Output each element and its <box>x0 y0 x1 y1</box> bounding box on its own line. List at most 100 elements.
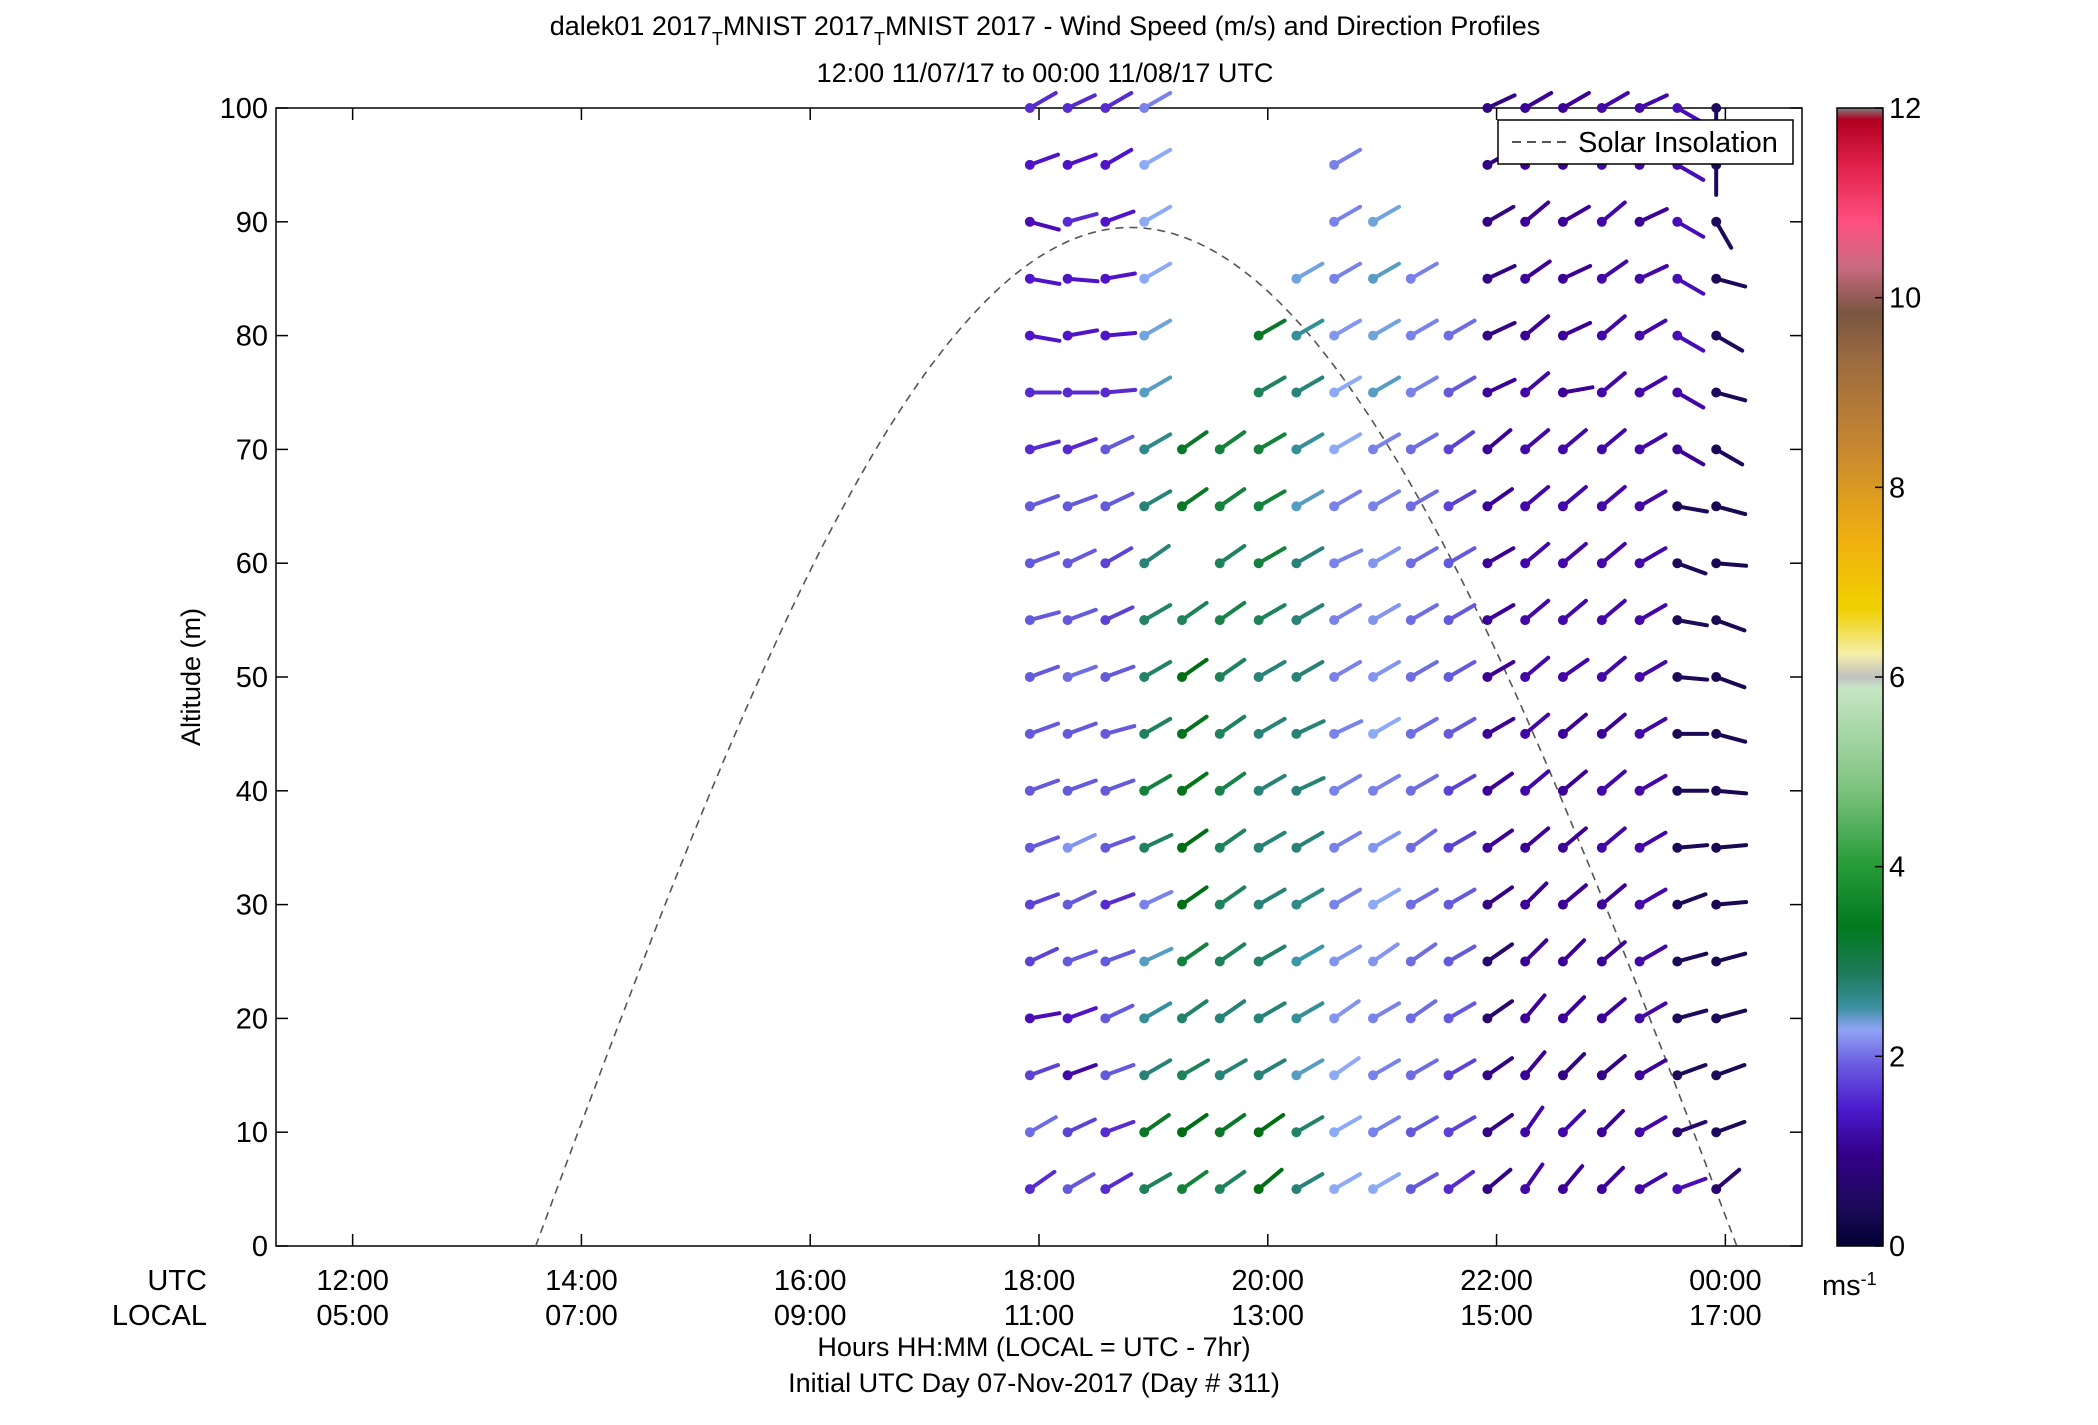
wind-barb <box>1024 1169 1057 1195</box>
wind-barb <box>1557 995 1587 1024</box>
wind-barb-dot <box>1443 899 1454 910</box>
x-tick-label-local: 13:00 <box>1231 1300 1304 1332</box>
wind-barb-dot <box>1139 672 1150 682</box>
wind-barb-dot <box>1024 842 1035 853</box>
wind-barb-dot <box>1214 956 1225 967</box>
wind-barb-stem <box>1294 776 1326 793</box>
wind-barb-dot <box>1100 273 1111 284</box>
wind-barb-dot <box>1329 159 1340 170</box>
wind-barb <box>1214 487 1247 512</box>
wind-barb-stem <box>1714 276 1748 289</box>
wind-barb-dot <box>1634 273 1645 284</box>
wind-barb-dot <box>1139 444 1150 455</box>
wind-barb-dot <box>1214 1013 1225 1024</box>
wind-barb-stem <box>1523 1050 1547 1078</box>
wind-barb-stem <box>1523 769 1551 793</box>
wind-barb <box>1253 546 1287 569</box>
wind-barb-dot <box>1100 501 1111 512</box>
y-tick-label: 80 <box>236 321 268 353</box>
wind-barb-stem <box>1179 600 1209 623</box>
wind-barb <box>1253 944 1287 967</box>
wind-barb-dot <box>1443 842 1454 853</box>
wind-barb <box>1711 728 1748 744</box>
wind-barb <box>1368 942 1400 967</box>
wind-barb-dot <box>1176 1013 1187 1024</box>
wind-barb-dot <box>1557 785 1568 796</box>
wind-barb <box>1214 771 1247 796</box>
wind-barb-dot <box>1100 1127 1111 1138</box>
wind-barb-dot <box>1024 387 1035 398</box>
wind-barb <box>1443 1115 1477 1138</box>
wind-barb <box>1100 835 1136 853</box>
wind-barb-dot <box>1329 1070 1340 1081</box>
wind-barb <box>1634 603 1668 626</box>
wind-barb <box>1482 204 1516 227</box>
wind-barb <box>1711 842 1749 853</box>
wind-barb <box>1329 830 1363 853</box>
wind-barb-stem <box>1408 660 1439 679</box>
wind-barb-dot <box>1596 273 1607 284</box>
wind-barb <box>1520 769 1551 796</box>
wind-barb-stem <box>1485 1056 1514 1078</box>
wind-barb <box>1062 607 1098 626</box>
x-tick-label-local: 05:00 <box>316 1300 389 1332</box>
wind-barb-stem <box>1294 1115 1325 1135</box>
wind-barb-dot <box>1482 672 1493 682</box>
wind-barb-dot <box>1024 785 1035 796</box>
wind-barb <box>1176 999 1209 1024</box>
wind-barb-dot <box>1100 558 1111 569</box>
wind-barb <box>1329 999 1361 1024</box>
wind-barb <box>1176 942 1209 967</box>
wind-barb-dot <box>1062 273 1073 284</box>
wind-barb-dot <box>1557 615 1568 626</box>
wind-barb-stem <box>1179 999 1209 1021</box>
wind-barb <box>1062 1006 1098 1024</box>
wind-barb-stem <box>1675 951 1709 964</box>
wind-barb-dot <box>1557 899 1568 910</box>
wind-barb <box>1100 546 1134 569</box>
wind-barb <box>1024 330 1062 343</box>
wind-barb <box>1100 1119 1136 1138</box>
wind-barb-stem <box>1065 607 1098 623</box>
wind-barb-stem <box>1523 1162 1545 1192</box>
wind-barb <box>1062 889 1097 910</box>
wind-barb <box>1100 664 1136 682</box>
wind-barb <box>1443 318 1477 341</box>
wind-barb-dot <box>1634 103 1645 113</box>
wind-barb <box>1329 719 1364 739</box>
wind-barb <box>1176 885 1209 910</box>
wind-barb-dot <box>1443 330 1454 341</box>
wind-barb <box>1520 428 1551 455</box>
wind-barb <box>1520 993 1547 1024</box>
wind-barb <box>1520 91 1554 113</box>
wind-barb-stem <box>1065 494 1098 509</box>
wind-barb <box>1634 1115 1668 1138</box>
wind-barb-stem <box>1523 314 1551 338</box>
wind-barb-dot <box>1368 1184 1379 1195</box>
wind-barb <box>1176 1169 1209 1195</box>
wind-barb-stem <box>1714 504 1748 517</box>
wind-barb <box>1672 615 1709 628</box>
wind-barb-dot <box>1672 1184 1683 1195</box>
wind-barb-dot <box>1214 899 1225 910</box>
wind-barb-dot <box>1139 1070 1150 1081</box>
wind-barb-stem <box>1599 259 1629 281</box>
wind-barb-dot <box>1329 1127 1340 1138</box>
wind-barb-stem <box>1408 318 1439 338</box>
wind-barb <box>1024 721 1060 739</box>
wind-barb-stem <box>1294 830 1325 850</box>
wind-barb-dot <box>1291 1184 1302 1195</box>
wind-barb-dot <box>1062 1127 1073 1138</box>
wind-barb-stem <box>1637 207 1669 224</box>
wind-barb-dot <box>1443 1070 1454 1081</box>
wind-barb-dot <box>1329 785 1340 796</box>
wind-barb <box>1557 1164 1585 1195</box>
wind-barb <box>1291 546 1325 569</box>
wind-barb <box>1596 883 1627 910</box>
wind-barb <box>1253 1167 1284 1195</box>
wind-barb <box>1024 152 1060 170</box>
wind-barb-dot <box>1405 1070 1416 1081</box>
wind-barb <box>1062 152 1098 170</box>
wind-barb-dot <box>1482 1184 1493 1195</box>
